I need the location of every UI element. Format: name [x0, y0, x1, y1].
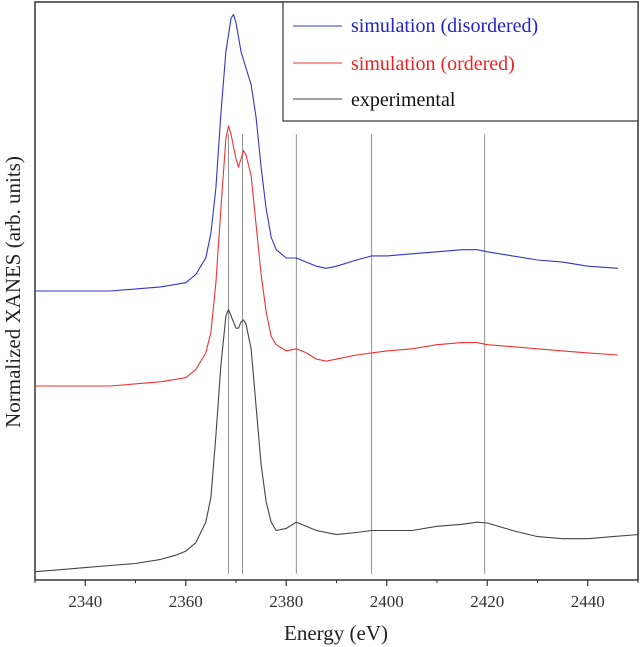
legend-label-disordered: simulation (disordered)	[351, 15, 538, 37]
x-tick-label-5: 2440	[571, 592, 605, 611]
x-tick-label-3: 2400	[370, 592, 404, 611]
x-tick-label-2: 2380	[269, 592, 303, 611]
x-tick-label-0: 2340	[68, 592, 102, 611]
series-line-2	[34, 309, 639, 573]
vertical-markers	[228, 134, 486, 574]
series-line-1	[35, 125, 618, 387]
legend-label-experimental: experimental	[351, 89, 456, 111]
legend: simulation (disordered) simulation (orde…	[282, 1, 639, 122]
x-axis-ticks: 2340 2360 2380 2400 2420 2440	[34, 580, 639, 611]
series-line-0	[35, 13, 618, 292]
x-axis-label: Energy (eV)	[284, 621, 388, 645]
x-tick-label-1: 2360	[169, 592, 203, 611]
legend-label-ordered: simulation (ordered)	[351, 53, 515, 75]
series-group	[34, 13, 639, 573]
legend-box	[282, 1, 639, 122]
y-axis-label: Normalized XANES (arb. units)	[1, 156, 25, 428]
x-tick-label-4: 2420	[470, 592, 504, 611]
